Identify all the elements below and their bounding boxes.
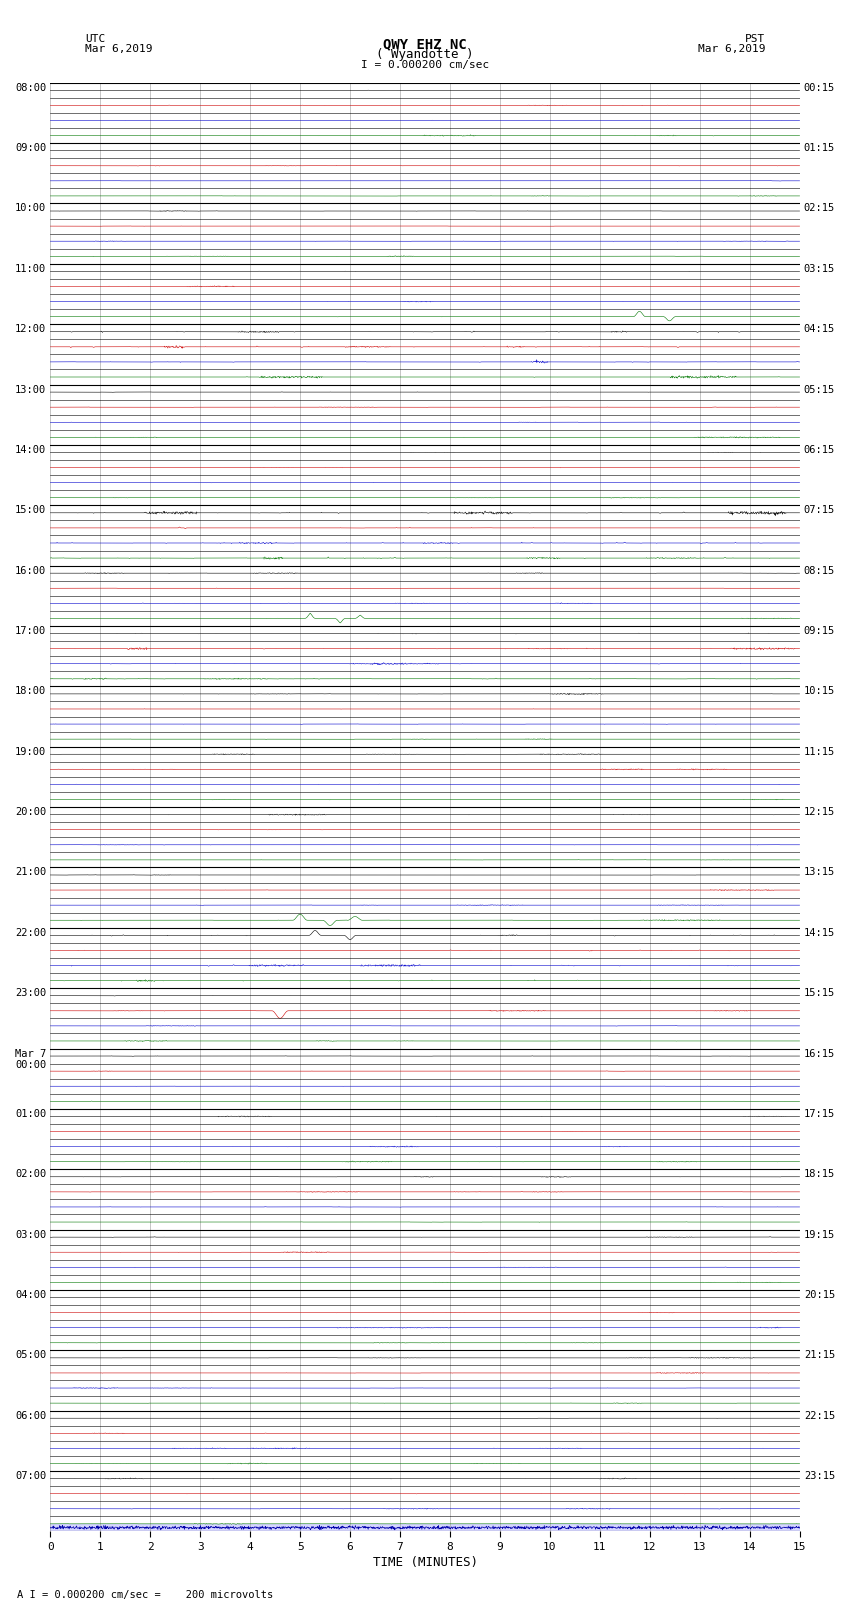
Text: PST: PST	[745, 34, 765, 44]
Text: QWY EHZ NC: QWY EHZ NC	[383, 37, 467, 52]
Bar	[50, 1524, 800, 1531]
Text: I = 0.000200 cm/sec: I = 0.000200 cm/sec	[361, 60, 489, 69]
X-axis label: TIME (MINUTES): TIME (MINUTES)	[372, 1557, 478, 1569]
Text: ( Wyandotte ): ( Wyandotte )	[377, 48, 473, 61]
Text: A I = 0.000200 cm/sec =    200 microvolts: A I = 0.000200 cm/sec = 200 microvolts	[17, 1590, 273, 1600]
Text: UTC: UTC	[85, 34, 105, 44]
Text: Mar 6,2019: Mar 6,2019	[698, 44, 765, 53]
Text: Mar 6,2019: Mar 6,2019	[85, 44, 152, 53]
